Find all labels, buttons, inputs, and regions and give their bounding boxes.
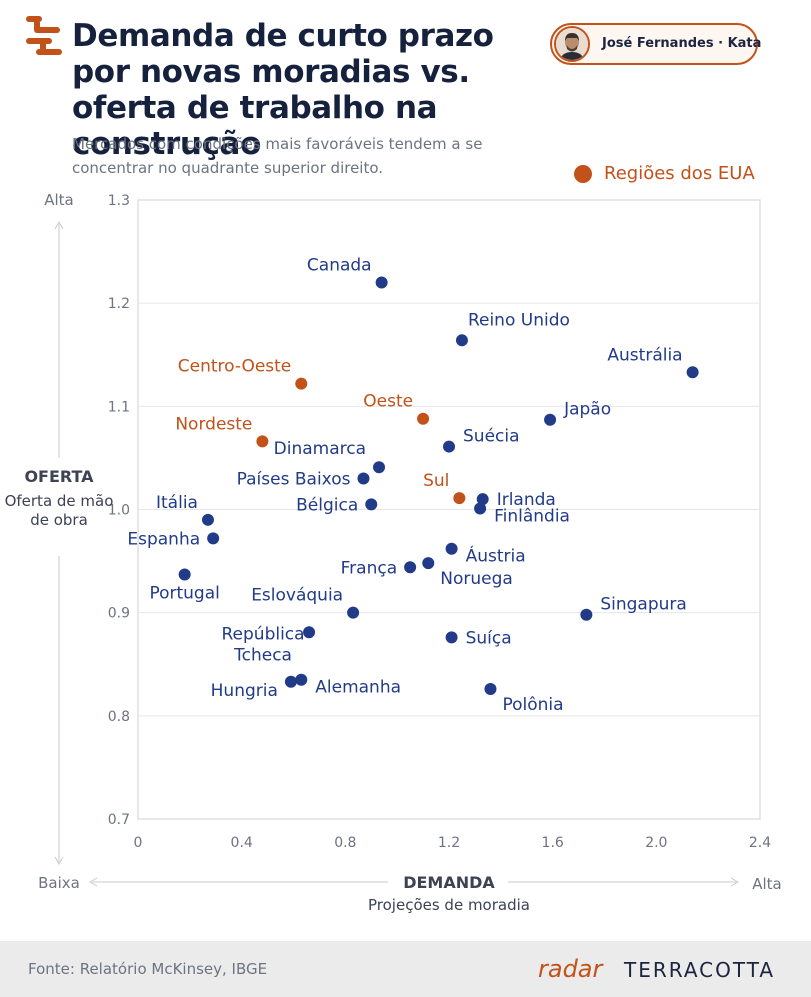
point-austria[interactable] bbox=[445, 542, 458, 555]
point-japao[interactable] bbox=[544, 413, 557, 426]
point-paises-baixos[interactable] bbox=[357, 472, 370, 485]
point-suica[interactable] bbox=[445, 631, 458, 644]
point-eslovaquia[interactable] bbox=[347, 606, 360, 619]
label-japao: Japão bbox=[563, 400, 611, 420]
label-hungria: Hungria bbox=[211, 681, 278, 701]
x-high-label: Alta bbox=[752, 875, 782, 893]
axis-decorations: Alta OFERTA Oferta de mão de obra Baixa DEMAN… bbox=[5, 191, 782, 914]
label-polonia: Polônia bbox=[502, 695, 563, 715]
y-high-label: Alta bbox=[44, 191, 74, 209]
y-tick-label: 1.1 bbox=[108, 399, 130, 415]
y-tick-label: 0.8 bbox=[108, 709, 130, 725]
x-axis-title: DEMANDA bbox=[403, 873, 495, 892]
label-franca: França bbox=[341, 558, 398, 578]
label-republica-tcheca: República Tcheca bbox=[222, 624, 305, 665]
point-franca[interactable] bbox=[404, 561, 417, 574]
x-tick-label: 0 bbox=[134, 835, 143, 851]
point-republica-tcheca[interactable] bbox=[303, 626, 316, 639]
brand-name: TERRACOTTA bbox=[624, 958, 776, 982]
label-singapura: Singapura bbox=[600, 595, 686, 615]
point-sul[interactable] bbox=[453, 492, 466, 505]
x-tick-label: 0.4 bbox=[231, 835, 253, 851]
point-australia[interactable] bbox=[686, 366, 699, 379]
brand-logo-icon bbox=[26, 16, 62, 55]
point-alemanha[interactable] bbox=[295, 673, 308, 686]
label-italia: Itália bbox=[156, 493, 198, 513]
label-sul: Sul bbox=[423, 471, 449, 491]
arrow-left-icon bbox=[88, 877, 98, 887]
y-axis-subtitle: Oferta de mão de obra bbox=[5, 492, 114, 529]
arrow-down-icon bbox=[54, 856, 64, 866]
point-italia[interactable] bbox=[201, 513, 214, 526]
point-oeste[interactable] bbox=[417, 412, 430, 425]
chart-gridlines bbox=[138, 302, 760, 717]
y-tick-label: 1.0 bbox=[108, 503, 130, 519]
point-centro-oeste[interactable] bbox=[295, 377, 308, 390]
point-hungria[interactable] bbox=[284, 675, 297, 688]
x-tick-label: 2.4 bbox=[749, 835, 771, 851]
label-portugal: Portugal bbox=[149, 583, 219, 603]
label-oeste: Oeste bbox=[363, 392, 413, 412]
y-axis-title: OFERTA bbox=[24, 467, 94, 486]
legend-marker bbox=[574, 165, 592, 183]
label-irlanda: Irlanda bbox=[497, 490, 556, 510]
label-australia: Austrália bbox=[607, 345, 682, 365]
label-canada: Canada bbox=[307, 256, 372, 276]
label-suecia: Suécia bbox=[463, 427, 520, 447]
point-dinamarca[interactable] bbox=[373, 461, 386, 474]
label-belgica: Bélgica bbox=[296, 495, 358, 515]
brand-mark: radar bbox=[538, 955, 603, 983]
x-tick-label: 1.6 bbox=[542, 835, 564, 851]
point-polonia[interactable] bbox=[484, 683, 497, 696]
y-tick-label: 1.2 bbox=[108, 296, 130, 312]
arrow-up-icon bbox=[54, 220, 64, 230]
arrow-right-icon bbox=[730, 877, 740, 887]
point-canada[interactable] bbox=[375, 276, 388, 289]
label-nordeste: Nordeste bbox=[175, 414, 252, 434]
label-espanha: Espanha bbox=[127, 529, 200, 549]
x-tick-label: 1.2 bbox=[438, 835, 460, 851]
label-noruega: Noruega bbox=[440, 569, 513, 589]
point-portugal[interactable] bbox=[178, 568, 191, 581]
page-title: Demanda de curto prazo por novas moradia… bbox=[72, 18, 494, 162]
x-low-label: Baixa bbox=[38, 874, 80, 892]
y-tick-label: 0.7 bbox=[108, 812, 130, 828]
footer-source: Fonte: Relatório McKinsey, IBGE bbox=[28, 960, 268, 978]
x-tick-label: 0.8 bbox=[334, 835, 356, 851]
label-austria: Áustria bbox=[466, 545, 526, 567]
point-noruega[interactable] bbox=[422, 557, 435, 570]
x-tick-label: 2.0 bbox=[645, 835, 667, 851]
footer: Fonte: Relatório McKinsey, IBGE radar TE… bbox=[0, 941, 811, 997]
y-tick-label: 1.3 bbox=[108, 193, 130, 209]
chart-tick-labels: 0.7 0.8 0.9 1.0 1.1 1.2 1.3 0 0.4 0.8 1.2 1.6 2.0 2.4 bbox=[108, 193, 771, 851]
chart-points bbox=[178, 276, 699, 696]
point-belgica[interactable] bbox=[365, 498, 378, 511]
page-subtitle: Mercados com condições mais favoráveis t… bbox=[72, 135, 483, 177]
point-singapura[interactable] bbox=[580, 608, 593, 621]
x-axis-subtitle: Projeções de moradia bbox=[368, 896, 530, 914]
label-suica: Suíça bbox=[466, 628, 512, 648]
chart-point-labels: Canada Reino Unido Austrália Japão Suécia Din… bbox=[127, 256, 686, 715]
point-suecia[interactable] bbox=[443, 440, 455, 453]
label-alemanha: Alemanha bbox=[315, 678, 401, 698]
point-nordeste[interactable] bbox=[256, 435, 269, 448]
y-tick-label: 0.9 bbox=[108, 606, 130, 622]
author-badge[interactable]: José Fernandes · Kata bbox=[550, 23, 762, 65]
point-finlandia[interactable] bbox=[474, 502, 487, 515]
legend-label: Regiões dos EUA bbox=[604, 163, 755, 184]
point-reino-unido[interactable] bbox=[455, 334, 468, 347]
label-dinamarca: Dinamarca bbox=[274, 439, 366, 459]
label-finlandia: Finlândia bbox=[494, 506, 570, 526]
avatar bbox=[554, 26, 590, 62]
label-eslovaquia: Eslováquia bbox=[251, 586, 343, 606]
label-paises-baixos: Países Baixos bbox=[237, 470, 351, 490]
point-irlanda[interactable] bbox=[476, 493, 489, 506]
point-espanha[interactable] bbox=[207, 532, 220, 545]
label-reino-unido: Reino Unido bbox=[468, 310, 570, 330]
scatter-chart: 0.7 0.8 0.9 1.0 1.1 1.2 1.3 0 0.4 0.8 1.2 1.6 2.0 2.4… bbox=[5, 191, 782, 914]
label-centro-oeste: Centro-Oeste bbox=[178, 357, 292, 377]
author-name: José Fernandes · Kata bbox=[602, 36, 762, 51]
